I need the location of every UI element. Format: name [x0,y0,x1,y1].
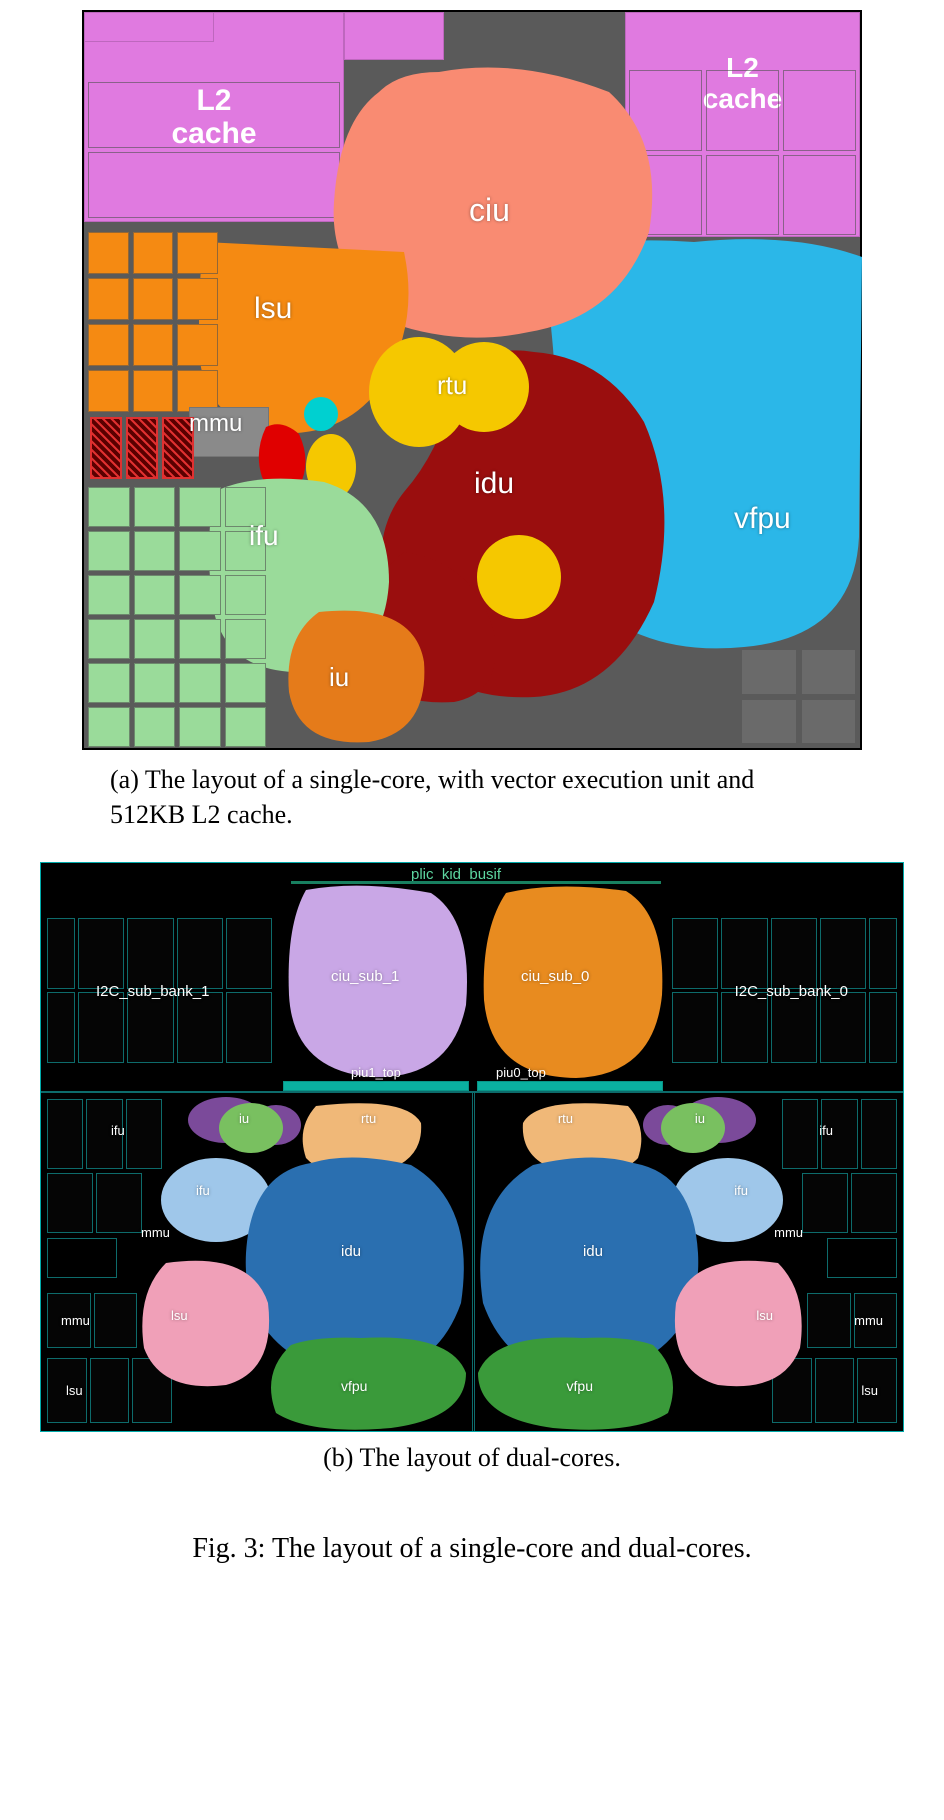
ciu-label: ciu [469,192,510,229]
ifu-label: ifu [249,520,279,552]
iu-region [279,602,429,752]
mmu-label: mmu [189,410,242,438]
caption-b: (b) The layout of dual-cores. [40,1432,904,1505]
rtu-region [364,332,534,472]
i2c-bank0-label: I2C_sub_bank_0 [735,983,848,1000]
floorplan-single-core: L2 cache L2 cache vfpu [82,10,862,750]
piu1-label: piu1_top [351,1065,401,1080]
lsu-sram-grid [88,232,218,412]
piu0-label: piu0_top [496,1065,546,1080]
caption-a: (a) The layout of a single-core, with ve… [40,750,904,852]
piu0-top [477,1081,663,1091]
vfpu-label: vfpu [734,502,791,536]
ciu-sub1-label: ciu_sub_1 [331,968,399,985]
mmu-hatched-2 [126,417,158,479]
rtu-label: rtu [437,370,467,401]
ciu-sub0-label: ciu_sub_0 [521,968,589,985]
subfigure-b: plic_kid_busif I2C_sub_bank_1 I2C_sub_ba… [40,862,904,1505]
floorplan-dual-core: plic_kid_busif I2C_sub_bank_1 I2C_sub_ba… [40,862,904,1432]
idu-label: idu [474,467,514,501]
subfigure-a: L2 cache L2 cache vfpu [40,10,904,852]
ifu-sram-grid [88,487,266,747]
piu1-top [283,1081,469,1091]
i2c-bank1-label: I2C_sub_bank_1 [96,983,209,1000]
mmu-hatched-1 [90,417,122,479]
lsu-label: lsu [254,292,292,326]
figure-title: Fig. 3: The layout of a single-core and … [40,1515,904,1565]
iu-label: iu [329,662,349,693]
